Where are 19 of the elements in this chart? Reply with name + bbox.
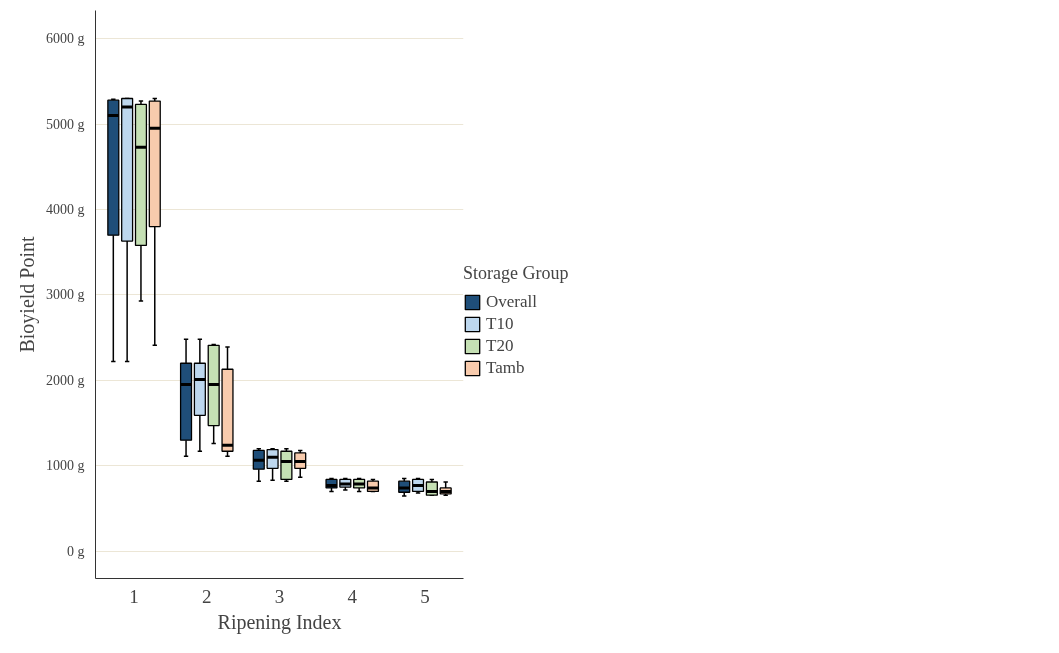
y-tick-label: 0 g (67, 543, 85, 559)
legend-label: T10 (486, 314, 514, 334)
y-tick-label: 4000 g (46, 202, 85, 218)
y-axis-title: Bioyield Point (16, 236, 39, 353)
y-tick-label: 1000 g (46, 458, 85, 474)
legend-label: T20 (486, 336, 514, 356)
y-tick-label: 3000 g (46, 287, 85, 303)
y-tick-label: 6000 g (46, 31, 85, 47)
legend-title: Storage Group (463, 263, 569, 284)
x-tick-label: 4 (347, 585, 358, 607)
x-tick-label: 2 (202, 585, 212, 607)
legend-label: Overall (486, 292, 537, 312)
legend-label: Tamb (486, 358, 525, 378)
y-tick-label: 2000 g (46, 372, 85, 388)
x-axis-title: Ripening Index (217, 610, 342, 634)
x-tick-label: 1 (129, 585, 139, 607)
y-tick-label: 5000 g (46, 116, 85, 132)
x-tick-label: 5 (420, 585, 430, 607)
x-tick-label: 3 (274, 585, 285, 607)
